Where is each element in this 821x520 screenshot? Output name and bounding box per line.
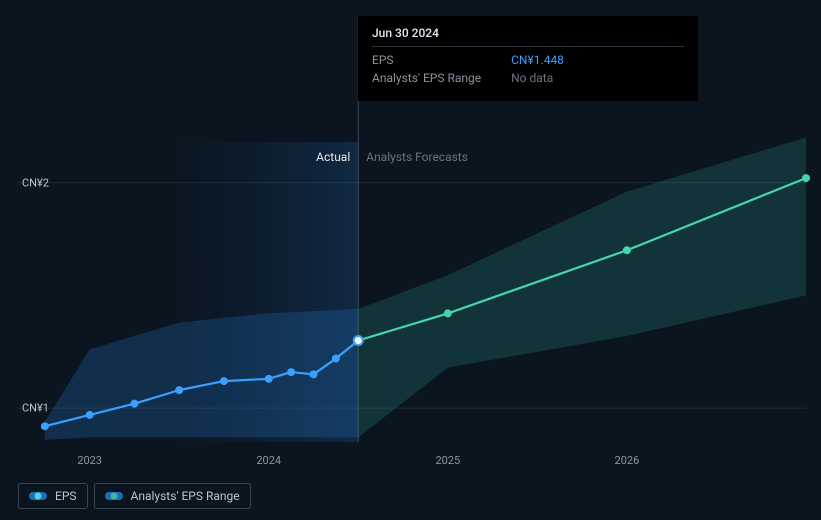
tooltip-key: Analysts' EPS Range	[372, 69, 511, 87]
y-tick-label: CN¥2	[22, 176, 49, 189]
x-tick-label: 2024	[256, 454, 281, 467]
x-tick-label: 2026	[615, 454, 640, 467]
chart-tooltip: Jun 30 2024 EPS CN¥1.448 Analysts' EPS R…	[358, 16, 698, 101]
legend-item-eps[interactable]: EPS	[18, 483, 88, 509]
tooltip-row-eps: EPS CN¥1.448	[372, 51, 564, 69]
tooltip-date: Jun 30 2024	[372, 26, 684, 47]
x-tick-label: 2023	[77, 454, 102, 467]
region-label-actual: Actual	[316, 150, 350, 164]
legend-item-range[interactable]: Analysts' EPS Range	[94, 483, 251, 509]
eps-chart: Jun 30 2024 EPS CN¥1.448 Analysts' EPS R…	[0, 0, 821, 520]
legend-swatch-icon	[105, 492, 123, 500]
tooltip-row-range: Analysts' EPS Range No data	[372, 69, 564, 87]
legend-label: Analysts' EPS Range	[131, 489, 240, 503]
tooltip-key: EPS	[372, 51, 511, 69]
region-label-forecast: Analysts Forecasts	[366, 150, 468, 164]
legend-swatch-icon	[29, 492, 47, 500]
tooltip-value-eps: CN¥1.448	[511, 51, 564, 69]
tooltip-value-nodata: No data	[511, 69, 564, 87]
legend-label: EPS	[55, 489, 77, 503]
chart-legend: EPS Analysts' EPS Range	[18, 483, 251, 509]
tooltip-table: EPS CN¥1.448 Analysts' EPS Range No data	[372, 51, 564, 87]
x-tick-label: 2025	[435, 454, 460, 467]
y-tick-label: CN¥1	[22, 402, 49, 415]
